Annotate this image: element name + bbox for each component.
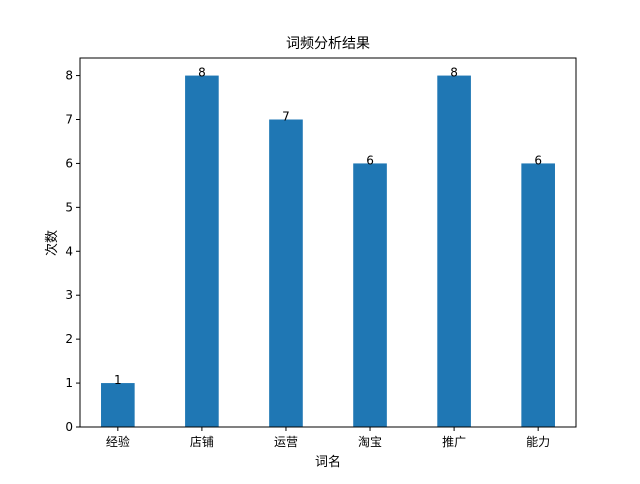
bar-value-label-0: 1 [114, 373, 122, 387]
y-tick-label-8: 8 [65, 69, 73, 83]
x-tick-label-2: 运营 [274, 435, 298, 449]
bar-0 [101, 383, 135, 427]
bar-value-label-1: 8 [198, 66, 206, 80]
bar-2 [269, 119, 303, 427]
y-tick-label-3: 3 [65, 288, 73, 302]
x-tick-label-1: 店铺 [190, 435, 214, 449]
bars-layer [101, 75, 555, 428]
bar-4 [437, 75, 471, 428]
x-axis: 经验 店铺 运营 淘宝 推广 能力 [106, 427, 550, 449]
chart-title: 词频分析结果 [286, 36, 370, 52]
y-tick-label-2: 2 [65, 332, 73, 346]
bar-5 [521, 163, 555, 427]
value-labels-layer: 1 8 7 6 8 6 [114, 66, 542, 388]
bar-value-label-4: 8 [450, 66, 458, 80]
y-tick-label-7: 7 [65, 113, 73, 127]
bar-value-label-3: 6 [366, 153, 374, 167]
y-tick-label-5: 5 [65, 200, 73, 214]
bar-3 [353, 163, 387, 427]
bar-value-label-2: 7 [282, 110, 290, 124]
y-tick-label-6: 6 [65, 156, 73, 170]
x-tick-label-3: 淘宝 [358, 435, 382, 449]
y-axis: 0 1 2 3 4 5 6 7 8 [65, 69, 80, 434]
x-tick-label-4: 推广 [442, 435, 466, 449]
y-tick-label-4: 4 [65, 244, 73, 258]
plot-frame [79, 57, 577, 428]
y-tick-label-0: 0 [65, 420, 73, 434]
x-tick-label-5: 能力 [526, 435, 550, 449]
x-tick-label-0: 经验 [106, 434, 130, 449]
bar-value-label-5: 6 [534, 153, 542, 167]
y-tick-label-1: 1 [65, 376, 73, 390]
bar-1 [185, 75, 219, 428]
y-axis-label: 次数 [44, 230, 60, 256]
x-axis-label: 词名 [315, 454, 341, 470]
